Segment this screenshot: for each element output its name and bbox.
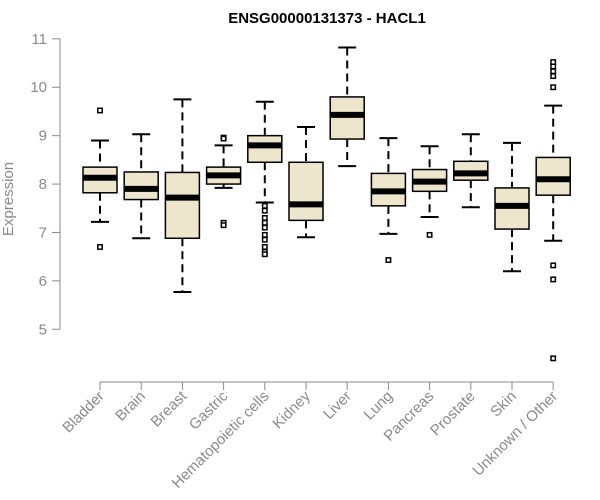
outlier-point bbox=[261, 224, 268, 231]
y-tick-label: 6 bbox=[39, 273, 47, 290]
outlier-point bbox=[550, 63, 557, 70]
outlier-point bbox=[261, 251, 268, 258]
y-tick-label: 9 bbox=[39, 128, 47, 145]
outlier-point bbox=[220, 135, 227, 142]
x-tick-label: Breast bbox=[148, 387, 191, 430]
box-iqr bbox=[164, 171, 201, 240]
y-tick-label: 5 bbox=[39, 321, 47, 338]
y-tick-label: 7 bbox=[39, 224, 47, 241]
outlier-point bbox=[261, 236, 268, 243]
outlier-point bbox=[261, 219, 268, 226]
outlier-point bbox=[550, 276, 557, 283]
outlier-point bbox=[550, 68, 557, 75]
outlier-point bbox=[385, 257, 392, 264]
box-group bbox=[164, 98, 201, 294]
box-iqr bbox=[247, 134, 283, 164]
x-tick-label: Lung bbox=[361, 388, 397, 424]
box-group bbox=[370, 137, 407, 264]
x-tick-label: Brain bbox=[112, 388, 149, 425]
x-tick-label: Liver bbox=[320, 388, 355, 423]
y-tick-label: 11 bbox=[31, 31, 47, 48]
outlier-point bbox=[550, 262, 557, 269]
box-group bbox=[82, 107, 118, 250]
outlier-point bbox=[550, 84, 557, 91]
outlier-point bbox=[261, 244, 268, 250]
box-group bbox=[205, 134, 242, 229]
outlier-point bbox=[97, 244, 103, 250]
box-group bbox=[411, 145, 448, 238]
y-axis-label: Expression bbox=[0, 162, 17, 236]
box-group bbox=[123, 133, 159, 240]
box-group bbox=[247, 100, 283, 258]
outlier-point bbox=[426, 231, 433, 238]
y-tick-label: 10 bbox=[30, 79, 47, 96]
boxes bbox=[82, 46, 571, 362]
outlier-point bbox=[261, 202, 268, 209]
outlier-point bbox=[550, 355, 557, 362]
outlier-point bbox=[261, 214, 268, 221]
chart-title: ENSG00000131373 - HACL1 bbox=[228, 10, 426, 27]
outlier-point bbox=[261, 231, 268, 238]
box-group bbox=[288, 125, 324, 239]
box-group bbox=[535, 59, 571, 362]
x-tick-label: Skin bbox=[487, 388, 520, 421]
x-tick-label: Prostate bbox=[427, 388, 479, 440]
x-tick-label: Bladder bbox=[59, 388, 108, 437]
y-tick-label: 8 bbox=[39, 176, 47, 193]
box-iqr bbox=[123, 171, 159, 201]
box-iqr bbox=[329, 96, 365, 140]
box-group bbox=[453, 133, 489, 209]
outlier-point bbox=[261, 207, 268, 214]
box-group bbox=[329, 46, 365, 168]
outlier-point bbox=[220, 222, 227, 229]
box-iqr bbox=[288, 161, 324, 222]
outlier-point bbox=[550, 73, 557, 80]
box-group bbox=[494, 141, 530, 273]
outlier-point bbox=[97, 107, 103, 114]
x-tick-label: Kidney bbox=[269, 387, 314, 432]
